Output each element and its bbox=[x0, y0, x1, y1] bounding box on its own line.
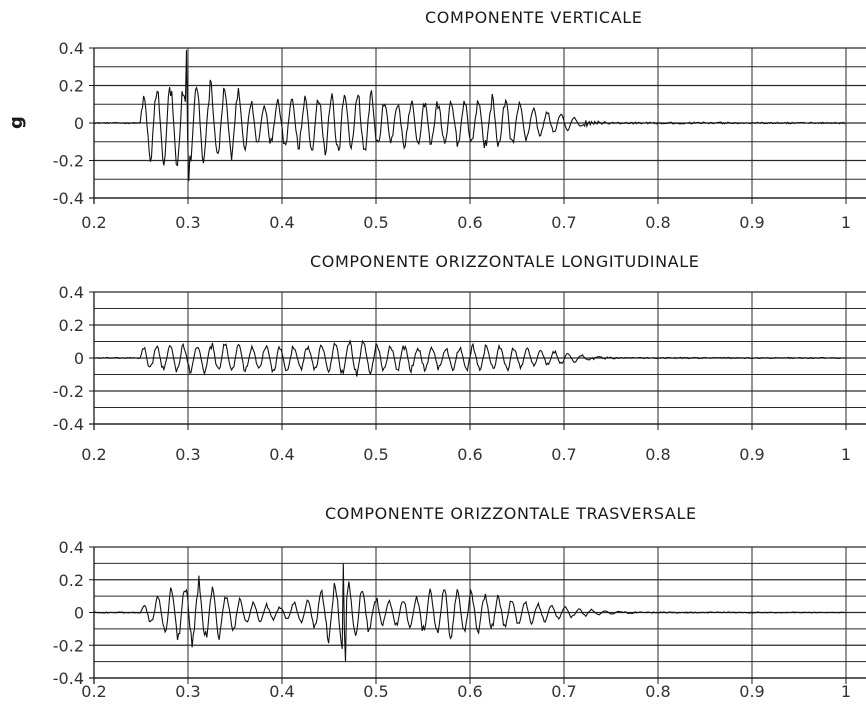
y-tick-label: 0.2 bbox=[59, 77, 84, 96]
chart-title-vertical: COMPONENTE VERTICALE bbox=[425, 8, 643, 27]
x-tick-label: 1 bbox=[841, 445, 851, 464]
y-tick-label: -0.2 bbox=[53, 636, 84, 655]
x-tick-label: 0.2 bbox=[81, 445, 106, 464]
y-tick-label: 0.2 bbox=[59, 571, 84, 590]
y-tick-label: 0.4 bbox=[59, 283, 84, 302]
x-tick-label: 0.2 bbox=[81, 213, 106, 232]
y-tick-label: -0.2 bbox=[53, 152, 84, 171]
x-tick-label: 0.9 bbox=[739, 682, 764, 701]
y-tick-label: -0.2 bbox=[53, 382, 84, 401]
x-tick-label: 0.3 bbox=[175, 213, 200, 232]
chart-panel-1: 0.4 0.2 0 -0.2 -0.4 0.2 0.3 0.4 0.5 0.6 0.7 0.8 0.9 1 bbox=[53, 39, 866, 232]
y-tick-label: -0.4 bbox=[53, 189, 84, 208]
x-tick-label: 0.4 bbox=[269, 213, 294, 232]
x-tick-label: 0.9 bbox=[739, 445, 764, 464]
y-tick-label: 0 bbox=[74, 114, 84, 133]
y-tick-label: 0 bbox=[74, 349, 84, 368]
x-tick-label: 0.5 bbox=[363, 682, 388, 701]
x-tick-label: 0.7 bbox=[551, 445, 576, 464]
x-tick-label: 0.6 bbox=[457, 445, 482, 464]
x-tick-label: 0.5 bbox=[363, 213, 388, 232]
x-tick-label: 0.8 bbox=[645, 682, 670, 701]
x-tick-label: 0.7 bbox=[551, 213, 576, 232]
y-tick-label: 0.4 bbox=[59, 538, 84, 557]
x-tick-label: 0.9 bbox=[739, 213, 764, 232]
x-tick-label: 0.4 bbox=[269, 445, 294, 464]
x-tick-label: 0.7 bbox=[551, 682, 576, 701]
x-tick-label: 0.2 bbox=[81, 682, 106, 701]
chart-title-transverse: COMPONENTE ORIZZONTALE TRASVERSALE bbox=[325, 504, 697, 523]
x-tick-label: 0.6 bbox=[457, 682, 482, 701]
x-tick-label: 1 bbox=[841, 213, 851, 232]
x-tick-label: 1 bbox=[841, 682, 851, 701]
y-tick-label: 0.2 bbox=[59, 316, 84, 335]
x-tick-label: 0.4 bbox=[269, 682, 294, 701]
chart-panel-2: 0.4 0.2 0 -0.2 -0.4 0.2 0.3 0.4 0.5 0.6 0.7 0.8 0.9 1 bbox=[53, 283, 866, 464]
x-tick-label: 0.8 bbox=[645, 213, 670, 232]
x-tick-label: 0.5 bbox=[363, 445, 388, 464]
x-tick-label: 0.3 bbox=[175, 445, 200, 464]
y-tick-label: 0.4 bbox=[59, 39, 84, 58]
y-tick-label: -0.4 bbox=[53, 669, 84, 688]
y-tick-label: -0.4 bbox=[53, 415, 84, 434]
series-line bbox=[94, 49, 846, 182]
chart-title-longitudinal: COMPONENTE ORIZZONTALE LONGITUDINALE bbox=[310, 252, 700, 271]
y-tick-label: 0 bbox=[74, 604, 84, 623]
x-tick-label: 0.3 bbox=[175, 682, 200, 701]
series-line bbox=[93, 563, 846, 662]
x-tick-label: 0.8 bbox=[645, 445, 670, 464]
series-line bbox=[93, 339, 846, 377]
chart-panel-3: 0.40.20-0.2-0.40.2 0.3 0.4 0.5 0.6 0.7 0.8 0.9 1 bbox=[53, 538, 866, 701]
x-tick-label: 0.6 bbox=[457, 213, 482, 232]
